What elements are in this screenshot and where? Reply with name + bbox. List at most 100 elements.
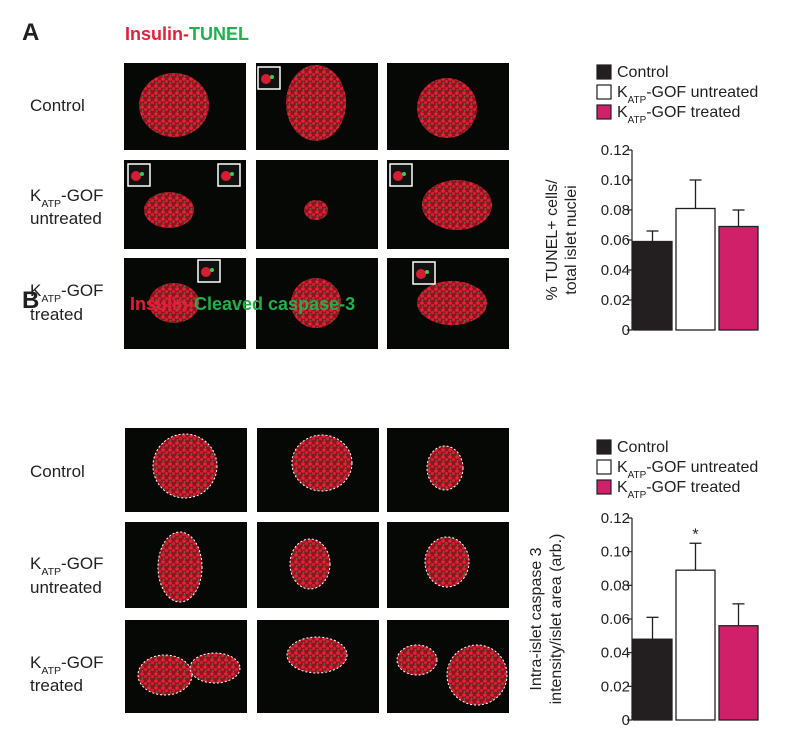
inset-cell — [416, 269, 426, 279]
y-tick-label: 0.12 — [601, 510, 630, 527]
islet — [286, 65, 346, 141]
y-tick-label: 0.10 — [601, 544, 630, 561]
y-tick-label: 0 — [622, 322, 630, 339]
inset-cell — [221, 171, 231, 181]
legend-swatch — [596, 64, 612, 80]
y-tick-label: 0.08 — [601, 577, 630, 594]
text-segment: TUNEL — [189, 24, 249, 44]
y-tick-label: 0.02 — [601, 678, 630, 695]
inset-cell — [425, 270, 429, 274]
y-tick-label: 0.02 — [601, 292, 630, 309]
y-tick-label: 0.04 — [601, 262, 630, 279]
text-segment: -GOF untreated — [646, 84, 758, 101]
bar — [718, 625, 759, 721]
islet — [137, 654, 193, 696]
text-segment: K — [617, 459, 628, 476]
legend-label: Control — [617, 64, 669, 81]
row-label: treated — [30, 305, 83, 324]
bar — [718, 225, 759, 331]
legend-label: KATP-GOF treated — [617, 479, 740, 501]
legend-swatch — [596, 459, 612, 475]
islet — [422, 180, 492, 230]
text-segment: -GOF treated — [646, 479, 740, 496]
y-axis-label: intensity/islet area (arb.) — [548, 534, 565, 705]
islet — [144, 192, 194, 228]
text-segment: untreated — [30, 209, 102, 228]
islet — [396, 644, 438, 676]
text-segment: K — [617, 479, 628, 496]
text-segment: - — [183, 24, 189, 44]
inset-cell — [140, 172, 144, 176]
legend-label: Control — [617, 439, 669, 456]
inset-cell — [261, 74, 271, 84]
y-tick-label: 0.06 — [601, 232, 630, 249]
y-tick-label: 0 — [622, 712, 630, 729]
text-segment: -GOF — [61, 281, 104, 300]
islet — [289, 538, 331, 590]
panel-letter: A — [22, 19, 39, 46]
islet — [189, 652, 241, 684]
islet — [424, 536, 470, 588]
row-label: untreated — [30, 578, 102, 597]
bar — [632, 638, 673, 721]
islet — [417, 281, 487, 325]
text-segment: Control — [30, 96, 85, 115]
text-segment: K — [617, 84, 628, 101]
islet — [446, 644, 508, 706]
text-segment: Control — [30, 462, 85, 481]
row-label: KATP-GOF — [30, 554, 104, 578]
y-tick-label: 0.06 — [601, 611, 630, 628]
text-segment: K — [617, 104, 628, 121]
legend-swatch — [596, 439, 612, 455]
text-segment: Insulin — [125, 24, 183, 44]
islet — [291, 278, 341, 328]
islet — [149, 283, 199, 323]
islet — [152, 433, 218, 499]
text-segment: -GOF — [61, 653, 104, 672]
inset-cell — [210, 268, 214, 272]
islet — [417, 78, 477, 138]
legend-swatch — [596, 84, 612, 100]
text-segment: -GOF treated — [646, 104, 740, 121]
bar — [632, 240, 673, 331]
stain-title: Insulin-Cleaved caspase-3 — [130, 294, 355, 314]
row-label: Control — [30, 462, 85, 481]
inset-cell — [270, 75, 274, 79]
stain-title: Insulin-TUNEL — [125, 24, 249, 44]
bar — [675, 207, 716, 331]
text-segment: K — [30, 281, 42, 300]
subscript: ATP — [628, 470, 647, 481]
islet — [286, 636, 348, 674]
legend-label: KATP-GOF treated — [617, 104, 740, 126]
legend-swatch — [596, 104, 612, 120]
islet — [291, 434, 353, 492]
legend-swatch — [596, 479, 612, 495]
text-segment: -GOF untreated — [646, 459, 758, 476]
legend-label: KATP-GOF untreated — [617, 459, 758, 481]
subscript: ATP — [628, 95, 647, 106]
text-segment: treated — [30, 305, 83, 324]
subscript: ATP — [41, 198, 61, 210]
text-segment: Insulin — [130, 294, 188, 314]
row-label: KATP-GOF — [30, 653, 104, 677]
text-segment: treated — [30, 676, 83, 695]
inset-cell — [201, 267, 211, 277]
text-segment: - — [188, 294, 194, 314]
text-segment: Cleaved caspase-3 — [194, 294, 355, 314]
islet — [157, 531, 203, 603]
y-tick-label: 0.10 — [601, 172, 630, 189]
panel-letter: B — [22, 287, 39, 314]
row-label: Control — [30, 96, 85, 115]
legend-label: KATP-GOF untreated — [617, 84, 758, 106]
subscript: ATP — [41, 566, 61, 578]
bar — [675, 569, 716, 721]
y-axis-label: % TUNEL+ cells/ — [544, 179, 561, 301]
y-axis-label: Intra-islet caspase 3 — [528, 547, 545, 690]
subscript: ATP — [628, 490, 647, 501]
y-axis-label: total islet nuclei — [563, 185, 580, 294]
row-label: KATP-GOF — [30, 186, 104, 210]
islet — [304, 200, 328, 220]
significance-marker: * — [692, 526, 698, 543]
text-segment: -GOF — [61, 186, 104, 205]
